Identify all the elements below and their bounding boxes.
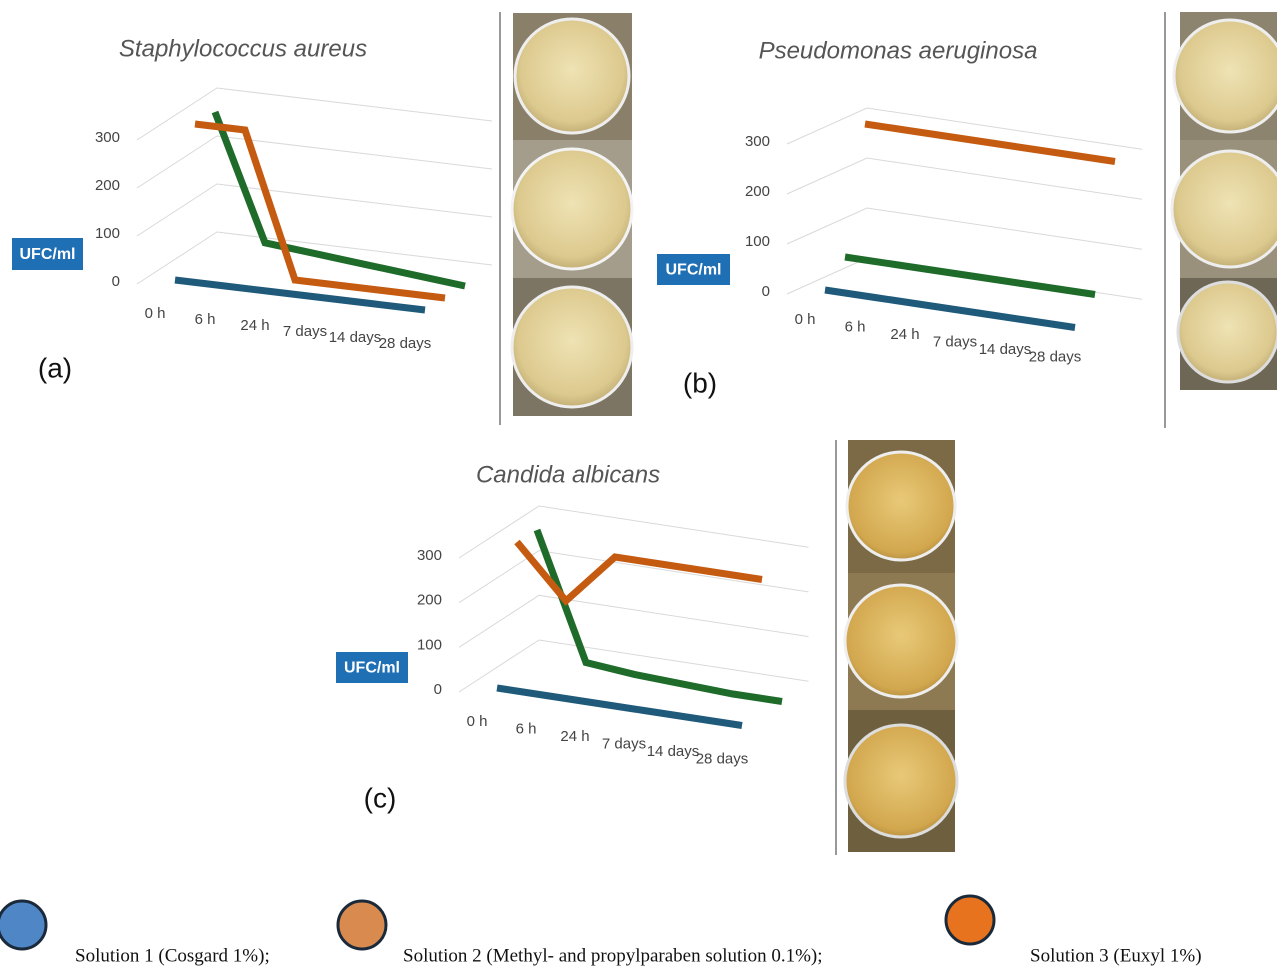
y-tick-label: 200 [95,177,120,194]
grid-line [137,232,492,284]
legend-label: Solution 1 (Cosgard 1%); [75,945,270,966]
y-axis-label: UFC/ml [344,660,400,677]
y-axis-label: UFC/ml [20,246,76,263]
y-tick-label: 200 [745,183,770,200]
legend-swatch [338,901,386,949]
x-tick-label: 6 h [845,318,866,335]
legend-swatch [0,901,46,949]
x-tick-label: 28 days [696,750,749,767]
page: {"chart_data": [ {"type": "line", "title… [0,0,1277,967]
x-tick-label: 28 days [1029,348,1082,365]
legend-label: Solution 2 (Methyl- and propylparaben so… [403,945,823,966]
y-tick-label: 0 [434,681,442,698]
figure: Staphylococcus aureus (a) UFC/ml 0 100 200 300… [0,0,1277,967]
y-tick-label: 100 [745,233,770,250]
grid-line [459,640,809,692]
chart: Staphylococcus aureus (a) UFC/ml 0 100 200 300… [12,35,492,383]
chart: Candida albicans (c) UFC/ml 0 100 200 300 0 h 6 … [336,461,809,813]
y-tick-label: 300 [745,133,770,150]
chart-title: Pseudomonas aeruginosa [759,37,1038,64]
legend-label: Solution 3 (Euxyl 1%) [1030,945,1202,966]
legend-swatch [946,896,994,944]
x-tick-label: 14 days [979,341,1032,358]
grid-line [137,184,492,236]
grid-line [787,158,1142,199]
panel-label: (a) [38,352,72,383]
y-tick-label: 300 [95,129,120,146]
series-line [865,124,1115,162]
grid-line [459,595,809,647]
x-tick-label: 7 days [933,333,977,350]
grid-line [787,108,1142,149]
x-tick-label: 6 h [195,311,216,328]
panel-label: (b) [683,367,717,398]
chart-title: Candida albicans [476,461,660,488]
x-tick-label: 24 h [890,326,919,343]
y-tick-label: 100 [417,636,442,653]
plate-photos [512,12,1277,852]
x-tick-label: 24 h [560,728,589,745]
x-tick-label: 6 h [516,720,537,737]
series-line [175,280,425,310]
panel-label: (c) [364,782,397,813]
grid-line [137,136,492,188]
y-axis-label: UFC/ml [666,262,722,279]
x-tick-label: 0 h [467,713,488,730]
grid-line [787,208,1142,249]
x-tick-label: 24 h [240,317,269,334]
x-tick-label: 7 days [283,323,327,340]
series-line [845,257,1095,295]
y-tick-label: 0 [762,283,770,300]
y-tick-label: 0 [112,273,120,290]
y-tick-label: 100 [95,225,120,242]
x-tick-label: 7 days [602,735,646,752]
y-tick-label: 300 [417,547,442,564]
x-tick-label: 14 days [647,743,700,760]
grid-line [459,506,809,558]
x-tick-label: 14 days [329,329,382,346]
grid-line [137,88,492,140]
x-tick-label: 0 h [795,311,816,328]
x-tick-label: 0 h [145,305,166,322]
chart-title: Staphylococcus aureus [119,35,367,62]
y-tick-label: 200 [417,592,442,609]
x-tick-label: 28 days [379,335,432,352]
chart: Pseudomonas aeruginosa (b) UFC/ml 0 100 200 30… [657,37,1142,398]
